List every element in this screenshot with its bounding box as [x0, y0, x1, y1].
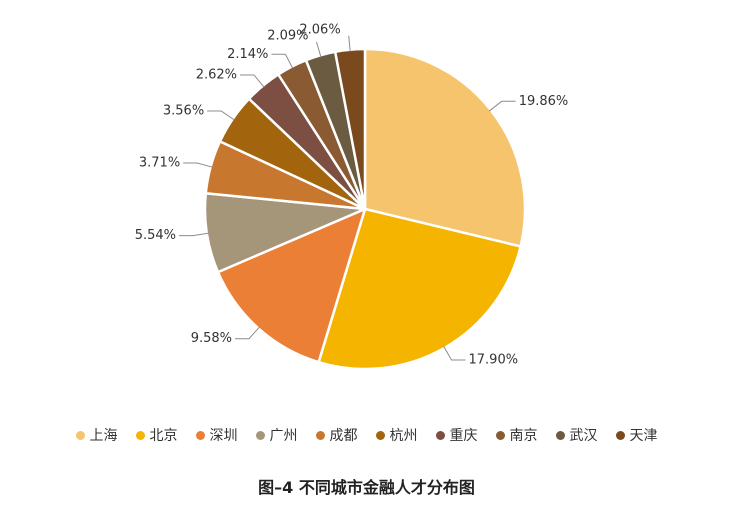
legend-label: 广州 — [269, 428, 298, 444]
legend-swatch — [435, 430, 445, 440]
leader-line-slice-10 — [348, 35, 351, 52]
legend-label: 成都 — [329, 428, 358, 444]
legend-swatch — [255, 430, 265, 440]
legend-item-8: 南京 — [495, 425, 538, 445]
leader-line-slice-1 — [488, 100, 516, 112]
legend-item-7: 重庆 — [435, 425, 478, 445]
legend-label: 天津 — [629, 428, 658, 444]
legend-swatch — [375, 430, 385, 440]
leader-line-slice-7 — [240, 74, 265, 88]
pie-chart: 19.86% 17.90% 9.58% 5.54% 3.71% 3.56% 2.62% 2.1… — [135, 22, 569, 371]
leader-line-slice-4 — [179, 232, 209, 237]
legend-swatch — [315, 430, 325, 440]
pie-slices — [203, 47, 527, 371]
legend-item-6: 杭州 — [375, 425, 418, 445]
legend-item-10: 天津 — [615, 425, 658, 445]
leader-line-slice-9 — [316, 41, 322, 58]
leader-line-slice-8 — [271, 53, 294, 69]
data-label-slice-4: 5.54% — [135, 228, 176, 243]
legend-swatch — [195, 430, 205, 440]
legend-item-1: 上海 — [75, 425, 118, 445]
legend-label: 上海 — [89, 428, 118, 444]
leader-line-slice-5 — [183, 162, 213, 168]
legend-item-4: 广州 — [255, 425, 298, 445]
legend-item-9: 武汉 — [555, 425, 598, 445]
data-label-slice-2: 17.90% — [469, 353, 519, 368]
legend-swatch — [75, 430, 85, 440]
data-label-slice-10: 2.06% — [299, 22, 340, 37]
data-label-slice-1: 19.86% — [519, 94, 569, 109]
data-label-slice-7: 2.62% — [196, 68, 237, 83]
legend-label: 武汉 — [569, 428, 598, 444]
legend-label: 南京 — [509, 428, 538, 444]
leader-line-slice-3 — [235, 326, 261, 340]
legend-swatch — [615, 430, 625, 440]
legend-item-5: 成都 — [315, 425, 358, 445]
legend-item-2: 北京 — [135, 425, 178, 445]
pie-data-labels: 19.86% 17.90% 9.58% 5.54% 3.71% 3.56% 2.62% 2.1… — [135, 22, 569, 367]
legend-swatch — [135, 430, 145, 440]
chart-legend: 上海 北京 深圳 广州 成都 杭州 重庆 南京 武汉 天津 — [0, 424, 733, 446]
legend-swatch — [495, 430, 505, 440]
chart-title: 图–4 不同城市金融人才分布图 — [258, 478, 475, 497]
leader-line-slice-6 — [207, 110, 235, 121]
data-label-slice-9: 2.09% — [267, 28, 308, 43]
data-label-slice-3: 9.58% — [191, 331, 232, 346]
data-label-slice-8: 2.14% — [227, 47, 268, 62]
legend-label: 深圳 — [209, 428, 238, 444]
legend-swatch — [555, 430, 565, 440]
data-label-slice-5: 3.71% — [139, 156, 180, 171]
legend-item-3: 深圳 — [195, 425, 238, 445]
leader-line-slice-2 — [443, 345, 466, 361]
legend-label: 重庆 — [449, 428, 478, 444]
legend-label: 杭州 — [389, 428, 418, 444]
legend-label: 北京 — [149, 428, 178, 444]
data-label-slice-6: 3.56% — [163, 104, 204, 119]
